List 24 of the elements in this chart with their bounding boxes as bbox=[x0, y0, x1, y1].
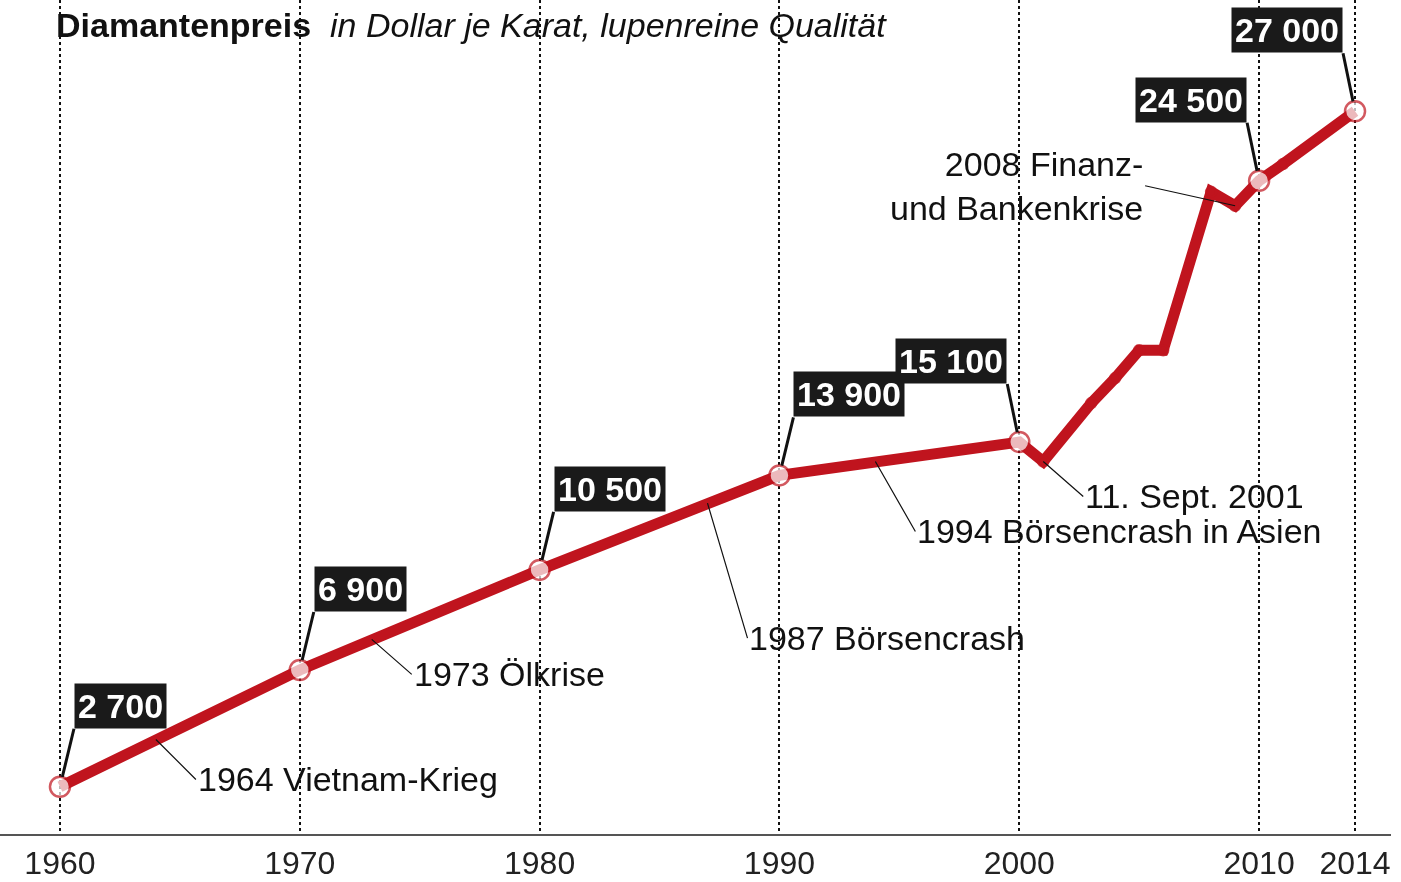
annotation: 11. Sept. 2001 bbox=[1085, 477, 1304, 515]
point bbox=[1276, 157, 1290, 171]
data-label: 13 900 bbox=[797, 375, 901, 413]
x-tick-label: 1970 bbox=[264, 845, 336, 882]
data-label: 6 900 bbox=[318, 570, 404, 608]
x-tick-label: 1960 bbox=[24, 845, 96, 882]
x-tick-label: 1980 bbox=[504, 845, 576, 882]
data-label: 10 500 bbox=[558, 470, 662, 508]
data-label: 2 700 bbox=[78, 687, 164, 725]
x-tick-label: 2014 bbox=[1319, 845, 1391, 882]
annotation: 1964 Vietnam-Krieg bbox=[198, 760, 498, 798]
annotation: 2008 Finanz- und Bankenkrise bbox=[890, 145, 1144, 228]
data-label: 27 000 bbox=[1235, 11, 1339, 49]
data-label: 15 100 bbox=[899, 342, 1003, 380]
point bbox=[1084, 396, 1098, 410]
annotation: 1987 Börsencrash bbox=[749, 619, 1025, 657]
point bbox=[1108, 371, 1122, 385]
annotation: 1973 Ölkrise bbox=[414, 655, 605, 693]
x-tick-label: 2000 bbox=[983, 845, 1055, 882]
chart-title: Diamantenpreis bbox=[56, 6, 312, 45]
data-label: 24 500 bbox=[1139, 81, 1243, 119]
x-tick-label: 2010 bbox=[1223, 845, 1295, 882]
chart-subtitle: in Dollar je Karat, lupenreine Qualität bbox=[330, 6, 888, 45]
x-tick-label: 1990 bbox=[743, 845, 816, 882]
